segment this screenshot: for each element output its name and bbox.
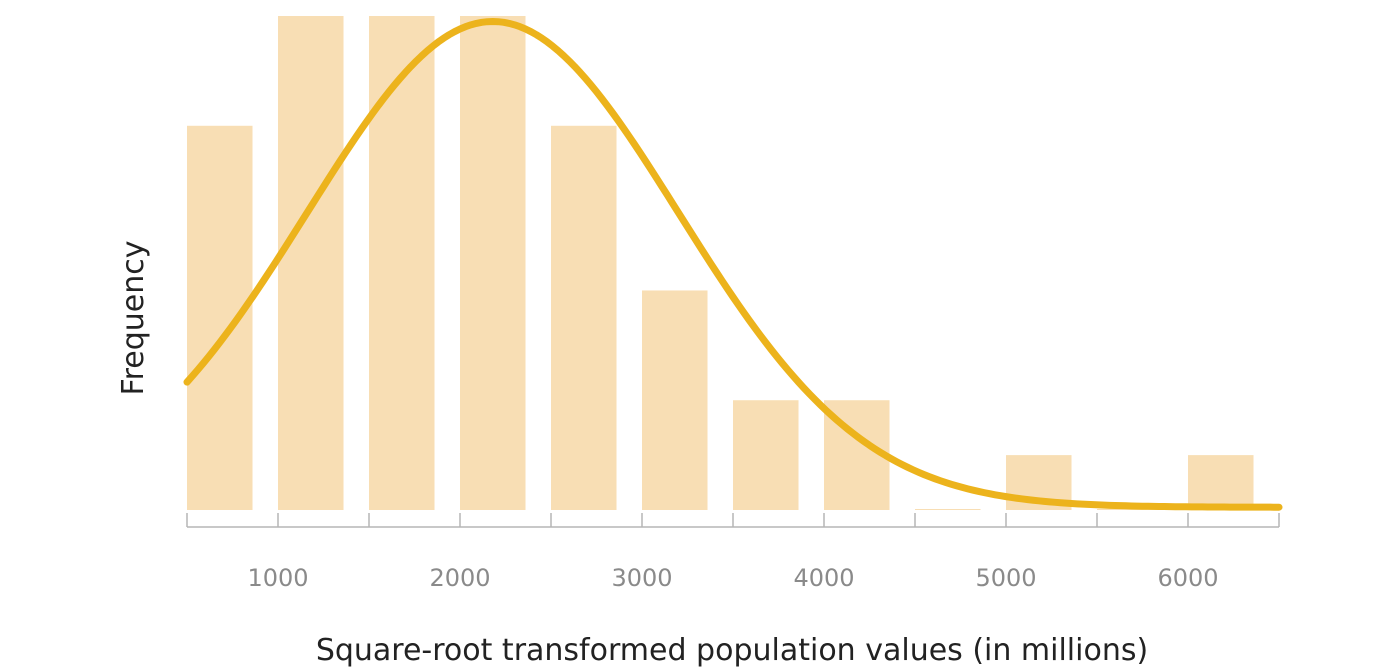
x-axis-tick-label: 1000 (247, 564, 308, 592)
histogram-bar (551, 125, 617, 511)
x-axis-tick-label: 6000 (1157, 564, 1218, 592)
x-axis-tick-labels: 1000 2000 3000 4000 5000 6000 (247, 564, 1218, 592)
y-axis-title: Frequency (116, 241, 151, 396)
histogram-bar (915, 509, 981, 510)
histogram-bar (187, 125, 253, 511)
x-axis-tick-label: 3000 (611, 564, 672, 592)
x-axis-tick-label: 2000 (429, 564, 490, 592)
normal-curve-layer (183, 17, 1283, 511)
histogram-bar (1097, 509, 1163, 510)
x-axis-title: Square-root transformed population value… (316, 633, 1148, 668)
x-axis-ticks (186, 513, 1280, 527)
x-axis-tick-label: 4000 (793, 564, 854, 592)
x-axis-tick-label: 5000 (975, 564, 1036, 592)
histogram-bar (278, 16, 344, 510)
histogram-bar (460, 16, 526, 510)
x-axis: 1000 2000 3000 4000 5000 6000 (186, 513, 1280, 592)
histogram-bar (369, 16, 435, 510)
histogram-bar (733, 400, 799, 510)
histogram-bars (187, 16, 1254, 511)
histogram-bar (1188, 455, 1254, 510)
histogram-bar (642, 290, 708, 510)
normal-distribution-curve (183, 17, 1283, 511)
